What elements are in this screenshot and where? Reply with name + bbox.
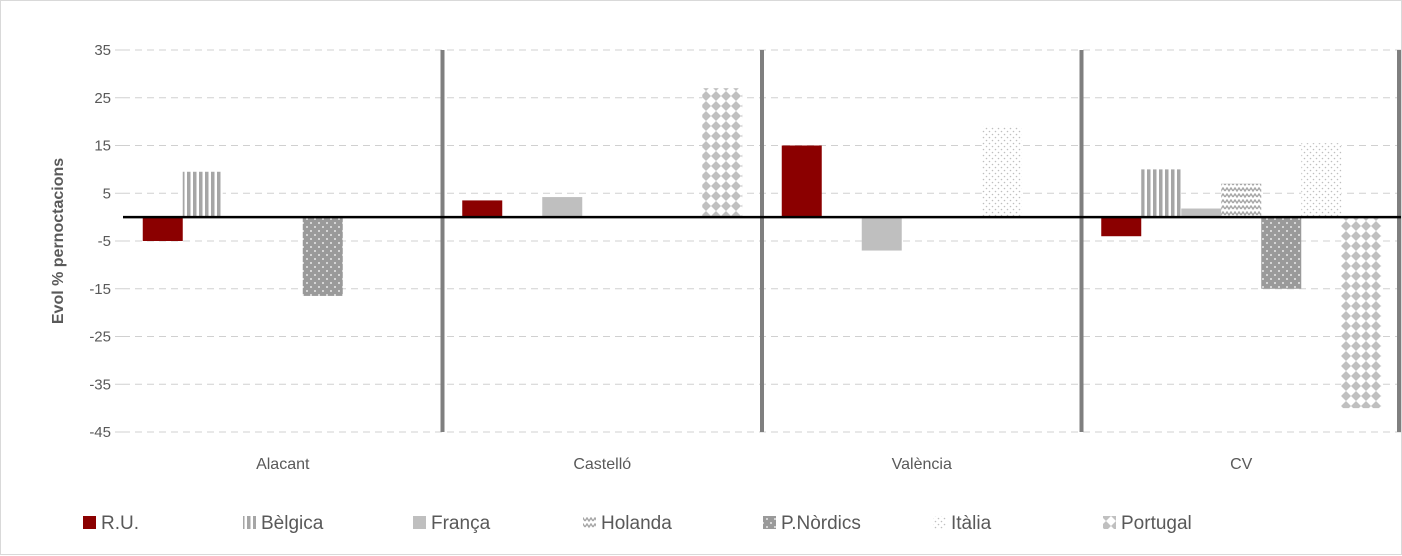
legend-item: Bèlgica: [243, 513, 324, 534]
y-tick-label: 5: [103, 185, 111, 202]
legend-swatch: [1103, 516, 1116, 529]
y-tick-label: -5: [98, 233, 111, 250]
y-tick-label: 25: [94, 90, 111, 107]
legend-label: R.U.: [101, 513, 139, 534]
legend-label: Portugal: [1121, 513, 1192, 534]
bar-b-lgica: [1141, 169, 1182, 218]
y-tick-label: -15: [89, 281, 111, 298]
bar-r-u-: [142, 217, 183, 241]
bar-holanda: [1221, 183, 1262, 218]
bar-r-u-: [462, 200, 503, 218]
legend: R.U. Bèlgica França Holanda P.Nòrdics Itàlia P…: [83, 513, 1192, 534]
bar-r-u-: [781, 145, 822, 218]
bar-portugal: [1341, 217, 1382, 409]
legend-swatch: [243, 516, 256, 529]
bar-fran-a: [542, 197, 583, 218]
legend-swatch: [763, 516, 776, 529]
legend-swatch: [933, 516, 946, 529]
legend-swatch: [83, 516, 96, 529]
bar-p-n-rdics: [302, 217, 343, 296]
bar-fran-a: [861, 217, 902, 251]
legend-label: Holanda: [601, 513, 672, 534]
bars: [142, 88, 1382, 409]
x-category-label: València: [892, 456, 952, 473]
y-tick-label: -35: [89, 376, 111, 393]
legend-item: França: [413, 513, 491, 534]
bar-fran-a: [1181, 208, 1222, 218]
legend-label: P.Nòrdics: [781, 513, 861, 534]
y-axis-label: Evol % pernoctacions: [50, 158, 67, 324]
y-tick-label: -25: [89, 329, 111, 346]
x-category-label: Castelló: [573, 456, 631, 473]
legend-item: P.Nòrdics: [763, 513, 861, 534]
bar-portugal: [702, 88, 743, 218]
legend-label: Itàlia: [951, 513, 992, 534]
bar-b-lgica: [182, 171, 223, 218]
y-tick-label: -45: [89, 424, 111, 441]
bar-r-u-: [1101, 217, 1142, 237]
y-tick-label: 15: [94, 138, 111, 155]
legend-swatch: [413, 516, 426, 529]
bar-it-lia: [981, 126, 1022, 218]
legend-item: Portugal: [1103, 513, 1192, 534]
y-tick-label: 35: [94, 42, 111, 59]
legend-swatch: [583, 516, 596, 529]
y-axis-tick-labels: 35 25 15 5 -5 -15 -25 -35 -45: [89, 42, 111, 441]
legend-label: França: [431, 513, 491, 534]
bar-it-lia: [1301, 143, 1342, 218]
bar-p-n-rdics: [1261, 217, 1302, 289]
x-category-label: CV: [1230, 456, 1253, 473]
x-axis-category-labels: Alacant Castelló València CV: [256, 456, 1253, 473]
legend-item: R.U.: [83, 513, 139, 534]
legend-item: Itàlia: [933, 513, 992, 534]
x-category-label: Alacant: [256, 456, 310, 473]
legend-label: Bèlgica: [261, 513, 324, 534]
category-separators: [440, 50, 1401, 432]
legend-item: Holanda: [583, 513, 672, 534]
